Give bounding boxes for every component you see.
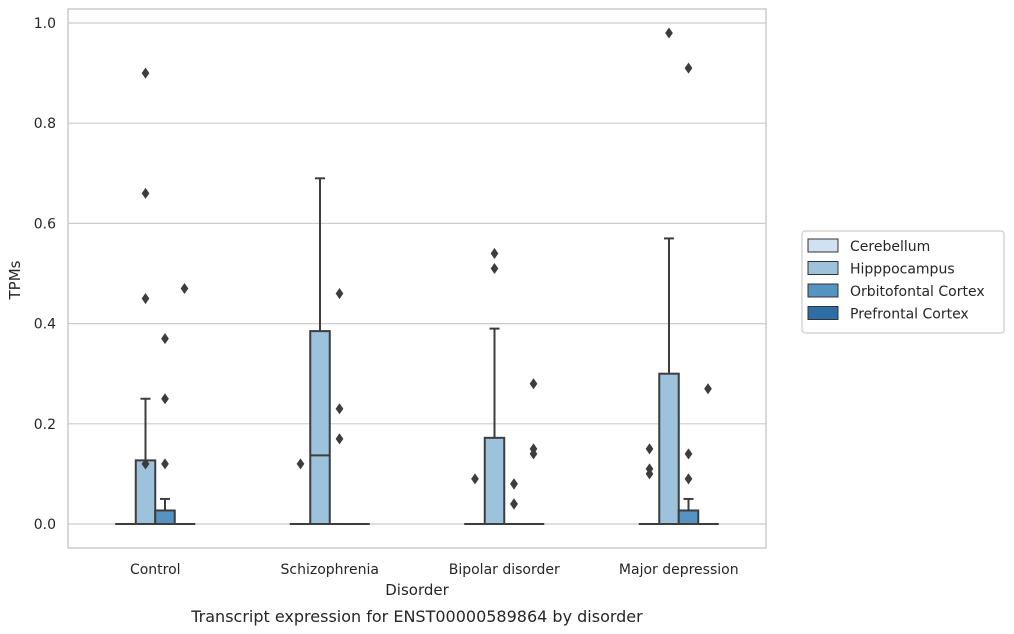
legend-swatch xyxy=(807,283,839,298)
y-tick-label: 0.8 xyxy=(34,116,56,132)
y-tick-label: 1.0 xyxy=(34,16,56,32)
outlier-point xyxy=(490,247,499,259)
box-body xyxy=(309,330,331,525)
legend-label: Orbitofontal Cortex xyxy=(850,284,985,300)
outlier-point xyxy=(161,458,169,470)
box-group xyxy=(638,443,661,526)
outlier-point xyxy=(490,262,499,275)
x-tick-label: Bipolar disorder xyxy=(449,562,560,578)
y-tick-label: 0.2 xyxy=(34,417,56,433)
box-group xyxy=(173,283,196,526)
outlier-point xyxy=(161,333,169,345)
legend-swatch xyxy=(807,238,839,253)
box-body xyxy=(154,509,176,525)
legend-label: Cerebellum xyxy=(850,239,930,255)
outlier-point xyxy=(665,27,673,39)
legend-label: Prefrontal Cortex xyxy=(850,307,969,323)
outlier-point xyxy=(510,498,518,510)
outlier-point xyxy=(141,67,150,79)
outlier-point xyxy=(335,403,344,415)
x-axis-ticks: Control Schizophrenia Bipolar disorder Majo… xyxy=(130,562,739,578)
box-group xyxy=(522,378,545,526)
legend-label: Hipppocampus xyxy=(850,262,955,278)
outlier-point xyxy=(180,283,189,295)
y-tick-label: 0.6 xyxy=(34,216,56,232)
outlier-point xyxy=(684,448,693,460)
legend: Cerebellum Hipppocampus Orbitofontal Corte… xyxy=(801,230,1005,334)
box-group xyxy=(658,27,680,526)
x-tick-label: Control xyxy=(130,562,181,578)
outlier-point xyxy=(141,187,150,199)
box-group xyxy=(154,333,176,525)
outlier-point xyxy=(645,463,654,475)
outlier-point xyxy=(296,458,305,470)
x-tick-label: Major depression xyxy=(619,562,739,578)
y-tick-label: 0.4 xyxy=(34,317,56,333)
legend-frame xyxy=(801,230,1005,334)
box-body xyxy=(677,509,700,525)
outlier-point xyxy=(529,443,538,455)
box-group xyxy=(677,62,700,525)
outlier-point xyxy=(471,473,479,485)
outlier-point xyxy=(645,443,654,455)
outlier-point xyxy=(335,433,344,445)
outlier-point xyxy=(684,473,693,485)
chart-caption: Transcript expression for ENST0000058986… xyxy=(190,607,643,626)
outlier-point xyxy=(684,62,693,74)
box-group xyxy=(134,67,157,525)
outlier-point xyxy=(510,478,518,490)
x-tick-label: Schizophrenia xyxy=(281,562,379,578)
legend-swatch xyxy=(807,306,839,320)
box-plots xyxy=(115,27,719,526)
box-group xyxy=(309,177,331,525)
y-tick-label: 0.0 xyxy=(34,517,56,533)
outlier-point xyxy=(161,393,169,405)
outlier-point xyxy=(335,288,344,300)
outlier-point xyxy=(141,293,150,305)
outlier-point xyxy=(141,458,150,470)
box-group xyxy=(697,383,719,526)
box-body xyxy=(658,372,680,526)
box-body xyxy=(483,436,506,525)
legend-swatch xyxy=(807,261,839,275)
outlier-point xyxy=(704,383,712,395)
x-axis-label: Disorder xyxy=(385,581,449,599)
y-axis-ticks: 0.0 0.2 0.4 0.6 0.8 1.0 xyxy=(34,16,56,533)
outlier-point xyxy=(529,378,538,390)
y-axis-label: TPMs xyxy=(6,260,24,300)
box-group xyxy=(483,247,506,525)
box-body xyxy=(134,459,157,525)
plot-frame xyxy=(67,8,767,549)
